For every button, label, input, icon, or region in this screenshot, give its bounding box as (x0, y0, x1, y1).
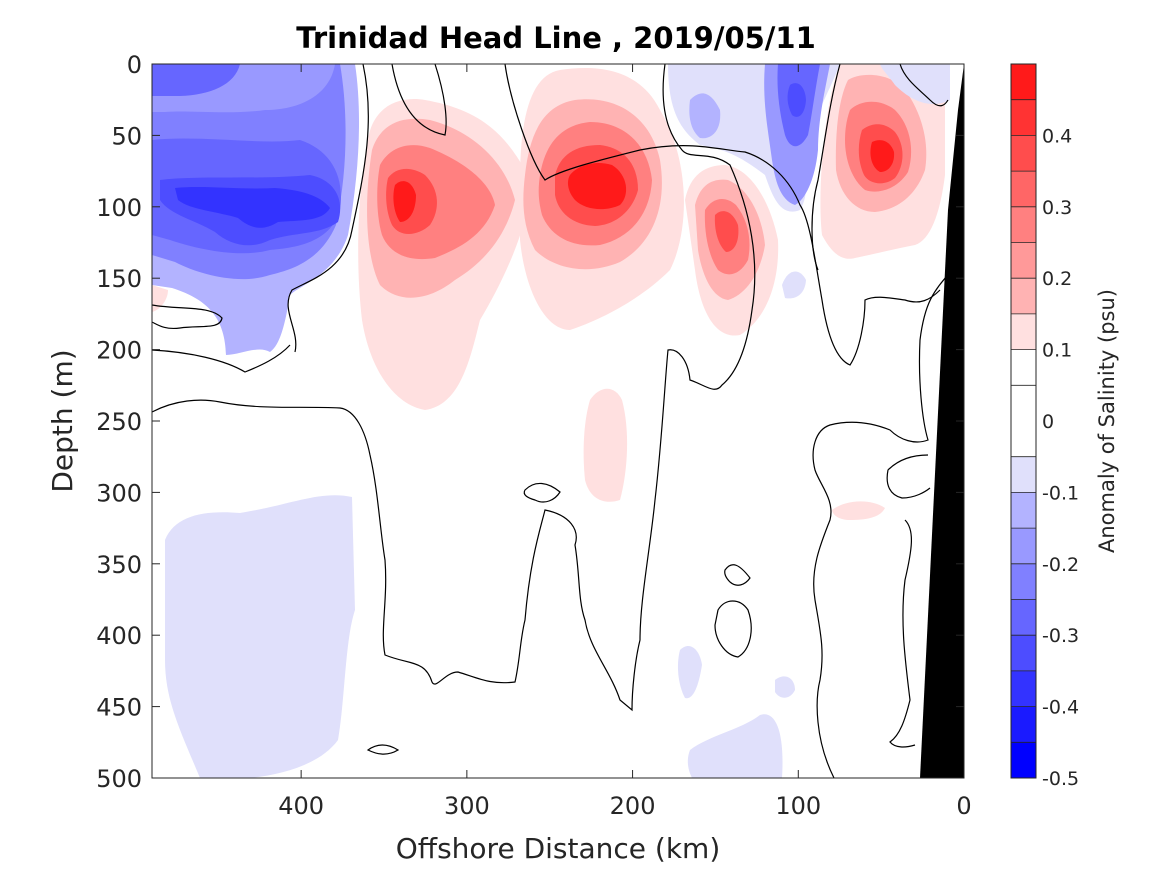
contour-line (504, 64, 941, 366)
colorbar-swatch (1011, 635, 1036, 671)
contour-line (889, 519, 916, 748)
colorbar-swatch (1011, 242, 1036, 279)
anomaly-region-midwater-pink (583, 388, 628, 502)
anomaly-region-offshore-blue-core (175, 187, 330, 228)
y-tick-label: 100 (96, 194, 142, 222)
colorbar-swatch (1011, 135, 1036, 172)
y-tick-label: 350 (96, 551, 142, 579)
colorbar-tick-label: 0.4 (1042, 125, 1072, 147)
x-tick-label: 100 (775, 792, 821, 820)
y-tick-label: 0 (127, 51, 142, 79)
y-axis-label: Depth (m) (46, 349, 79, 492)
anomaly-region-red-215-core (567, 163, 627, 210)
zero-contour-lines (152, 64, 953, 778)
colorbar-swatch (1011, 528, 1036, 564)
anomaly-region-nearshore-blue-core (787, 83, 806, 117)
y-tick-label: 400 (96, 622, 142, 650)
anomaly-region-nearshore-pink (832, 501, 885, 520)
colorbar-swatch (1011, 313, 1036, 350)
contour-line (523, 482, 561, 503)
anomaly-region-red-45-core (870, 140, 895, 172)
anomaly-region-deep-blue-patch-1 (677, 645, 702, 699)
anomaly-region-deep-offshore-low (165, 495, 355, 778)
colorbar-tick-label: 0 (1042, 411, 1054, 433)
chart-title: Trinidad Head Line , 2019/05/11 (296, 21, 816, 55)
contour-line (366, 744, 400, 755)
anomaly-region-red-140-core (714, 211, 739, 252)
contour-line (152, 344, 291, 373)
contour-line (886, 454, 931, 499)
y-tick-label: 50 (111, 122, 142, 150)
colorbar-swatch (1011, 742, 1036, 778)
colorbar-swatch (1011, 64, 1036, 100)
colorbar-tick-label: 0.1 (1042, 340, 1072, 362)
x-tick-label: 300 (444, 792, 490, 820)
colorbar-label: Anomaly of Salinity (psu) (1095, 289, 1119, 553)
x-axis: 400 300 200 100 0 (278, 64, 972, 820)
x-tick-label: 400 (278, 792, 324, 820)
contour-line (899, 64, 949, 107)
anomaly-region-deep-blue-patch-3 (775, 676, 795, 698)
colorbar-swatch (1011, 670, 1036, 707)
y-tick-label: 250 (96, 408, 142, 436)
contour-line (391, 64, 447, 136)
y-tick-label: 300 (96, 479, 142, 507)
y-tick-label: 450 (96, 694, 142, 722)
x-tick-label: 200 (610, 792, 656, 820)
colorbar-swatch (1011, 563, 1036, 600)
anomaly-region-offshore-blue-top-core (152, 64, 240, 96)
anomaly-region-nearshore-blue-2 (689, 93, 721, 139)
anomaly-region-nearshore-blue-small (782, 271, 806, 299)
contour-line (812, 269, 953, 778)
x-tick-label: 0 (956, 792, 971, 820)
anomaly-region-coastal-top-blue-2 (880, 64, 950, 105)
contour-line (287, 64, 369, 353)
contour-line (152, 304, 223, 330)
colorbar-swatch (1011, 456, 1036, 493)
colorbar-swatch (1011, 706, 1036, 743)
colorbar-tick-label: -0.1 (1042, 482, 1079, 504)
colorbar-tick-label: -0.2 (1042, 554, 1079, 576)
y-tick-label: 150 (96, 265, 142, 293)
colorbar-swatch (1011, 492, 1036, 529)
anomaly-region-deep-blue-patch-2 (687, 714, 783, 778)
anomaly-fill-regions (152, 64, 950, 778)
y-tick-label: 200 (96, 337, 142, 365)
colorbar-swatch (1011, 385, 1036, 457)
colorbar: 0.4 0.3 0.2 0.1 0 -0.1 -0.2 -0.3 -0.4 -0.5 (1010, 63, 1079, 790)
plot-area (152, 64, 964, 778)
y-axis: 0 50 100 150 200 250 300 350 400 450 500 (96, 51, 964, 793)
contour-line (724, 564, 751, 586)
colorbar-swatch (1011, 278, 1036, 314)
colorbar-swatch (1011, 206, 1036, 243)
colorbar-frame (1010, 63, 1037, 779)
colorbar-tick-label: 0.3 (1042, 197, 1072, 219)
colorbar-tick-label: 0.2 (1042, 268, 1072, 290)
anomaly-region-red-340-center (393, 181, 416, 222)
colorbar-tick-label: -0.3 (1042, 625, 1079, 647)
shelf-topography (920, 64, 964, 778)
colorbar-swatch (1011, 349, 1036, 386)
x-axis-label: Offshore Distance (km) (396, 832, 721, 865)
contour-line (152, 64, 756, 712)
colorbar-tick-label: -0.4 (1042, 697, 1079, 719)
y-tick-label: 500 (96, 765, 142, 793)
colorbar-swatch (1011, 599, 1036, 636)
contour-line (714, 600, 752, 658)
colorbar-swatch (1011, 99, 1036, 136)
colorbar-tick-label: -0.5 (1042, 768, 1079, 790)
contour-line (811, 64, 841, 271)
colorbar-swatch (1011, 171, 1036, 207)
